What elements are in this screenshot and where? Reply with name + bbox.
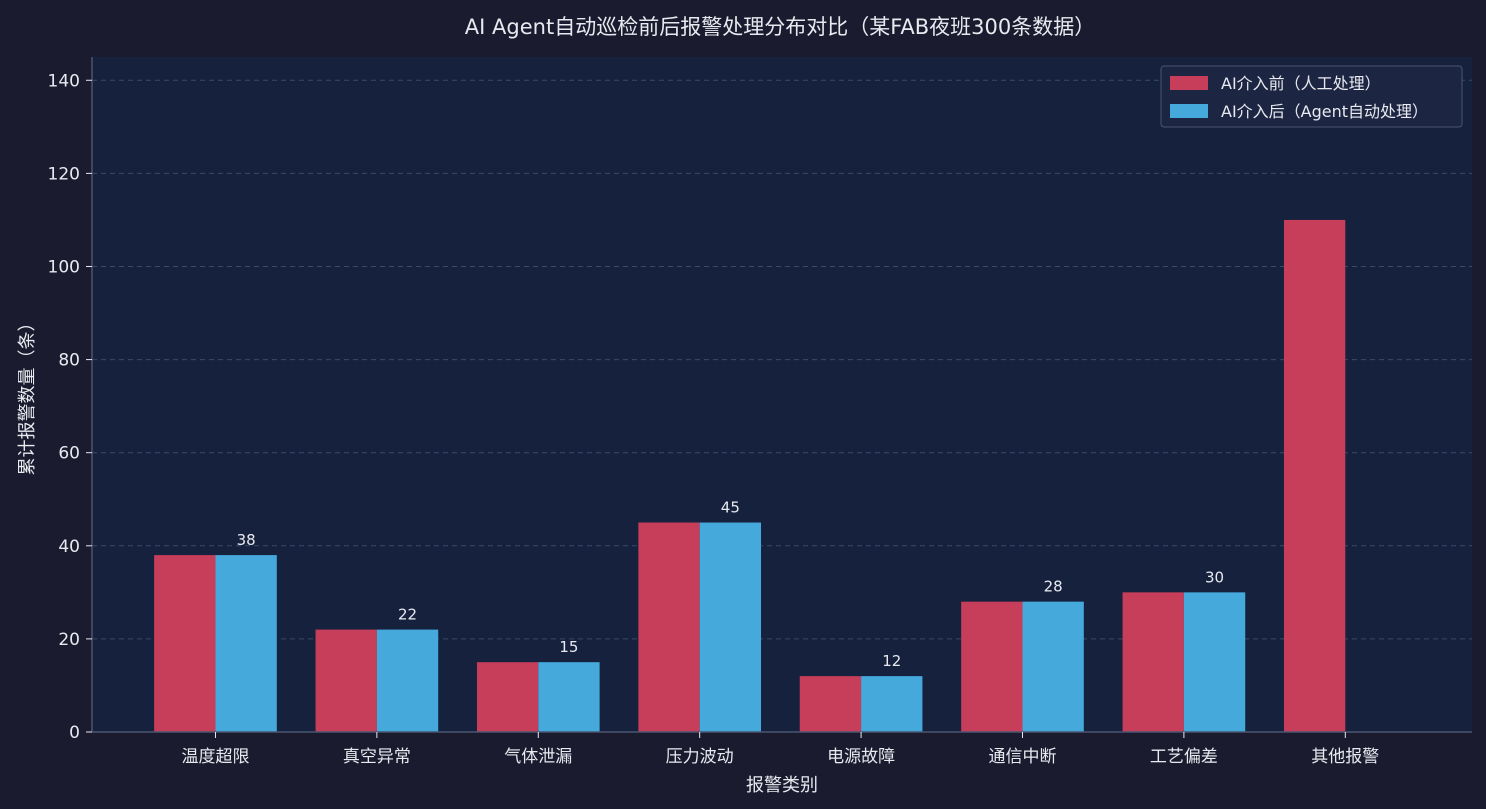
x-tick-label: 气体泄漏: [504, 747, 572, 767]
chart-title: AI Agent自动巡检前后报警处理分布对比（某FAB夜班300条数据）: [465, 15, 1095, 39]
legend-box: [1160, 65, 1463, 128]
y-tick-label: 0: [69, 723, 80, 743]
bar: [215, 555, 277, 732]
data-labels: 38 22 15 45 12 28 30: [237, 499, 1225, 671]
data-label: 38: [237, 531, 256, 549]
x-tick-label: 其他报警: [1311, 747, 1379, 767]
x-tick-label: 压力波动: [666, 747, 734, 767]
bar: [538, 662, 600, 732]
x-tick-label: 温度超限: [181, 747, 249, 767]
axes: [91, 57, 1472, 733]
y-tick-label: 120: [48, 164, 80, 184]
y-axis-label: 累计报警数量（条）: [17, 314, 38, 476]
x-axis-label: 报警类别: [746, 775, 818, 796]
bar: [799, 676, 862, 732]
legend-swatch-after: [1170, 104, 1208, 118]
plot-area: [92, 57, 1472, 732]
bars: [154, 219, 1346, 732]
bar: [315, 629, 377, 732]
legend-swatch-before: [1170, 76, 1208, 90]
bar: [1183, 592, 1246, 732]
legend: AI介入前（人工处理） AI介入后（Agent自动处理）: [1160, 65, 1463, 128]
y-tick-label: 20: [58, 630, 80, 650]
data-label: 30: [1205, 568, 1224, 586]
bar: [376, 629, 439, 732]
data-label: 45: [721, 499, 740, 517]
data-label: 28: [1044, 578, 1063, 596]
x-tick-label: 电源故障: [827, 747, 895, 767]
y-tick-label: 140: [48, 71, 80, 91]
bar: [154, 555, 216, 732]
bar: [476, 662, 539, 732]
legend-label-after: AI介入后（Agent自动处理）: [1221, 102, 1428, 121]
bar: [638, 522, 700, 732]
bar: [861, 676, 923, 732]
x-tick-label: 通信中断: [988, 747, 1056, 767]
x-tick-label: 真空异常: [343, 747, 411, 767]
bar: [1022, 601, 1084, 732]
y-tick-label: 100: [48, 257, 80, 277]
x-tick-label: 工艺偏差: [1150, 747, 1218, 767]
bar: [1122, 592, 1184, 732]
data-label: 15: [559, 638, 578, 656]
data-label: 12: [882, 652, 901, 670]
bar: [1283, 219, 1346, 732]
y-tick-label: 40: [58, 537, 80, 557]
bar: [699, 522, 762, 732]
y-tick-label: 80: [58, 351, 80, 371]
legend-label-before: AI介入前（人工处理）: [1221, 74, 1381, 93]
ticks: 0 20 40 60 80 100 120 140 温度超限 真空异常 气体泄漏 压力波动 电源故障 通信…: [48, 71, 1380, 767]
y-tick-label: 60: [58, 444, 80, 464]
bar: [961, 601, 1023, 732]
data-label: 22: [398, 606, 417, 624]
